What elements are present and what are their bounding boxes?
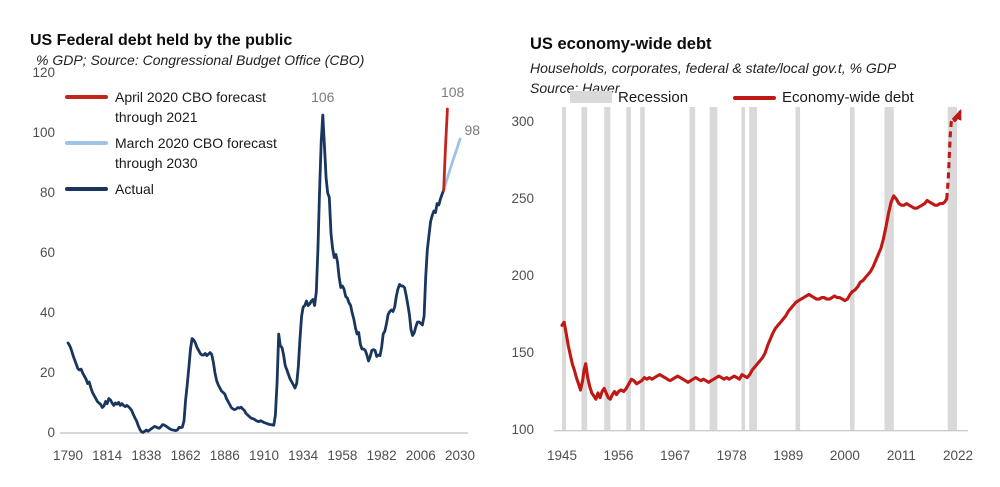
series-actual-line [66,113,446,434]
recession-band [749,107,757,431]
series-april-2020-forecast-line [442,107,449,192]
recession-band [741,107,746,431]
series-economy-debt-line [560,194,949,401]
legend-label-line1: March 2020 CBO forecast [115,135,277,151]
economy-debt-legend-label: Economy-wide debt [782,89,914,106]
recession-band [947,107,957,431]
right-chart-title: US economy-wide debt [530,34,712,53]
march-forecast-line-swatch [65,141,108,145]
recession-band-swatch [570,91,612,103]
left-chart-subtitle: % GDP; Source: Congressional Budget Offi… [36,52,365,68]
recession-legend-label: Recession [618,89,689,106]
legend-label-line1: Actual [115,181,154,197]
legend-label-line2: through 2021 [115,109,198,125]
recession-band [689,107,696,431]
april-forecast-line-swatch [65,95,108,99]
recession-band [604,107,611,431]
recession-band [562,107,567,431]
recession-band [581,107,588,431]
legend-label-line2: through 2030 [115,155,198,171]
recession-band [795,107,801,431]
recession-band [884,107,894,431]
recession-band [709,107,718,431]
legend-label-line1: April 2020 CBO forecast [115,89,266,105]
legend-item-actual: Actual [65,179,325,199]
recession-band [850,107,855,431]
left-chart-title: US Federal debt held by the public [30,32,293,50]
legend-item-march-forecast: March 2020 CBO forecast through 2030 [65,133,325,173]
right-chart-subtitle: Households, corporates, federal & state/… [530,60,897,76]
actual-line-swatch [65,187,108,191]
recession-band [640,107,645,431]
recession-band [626,107,631,431]
series-march-2020-forecast-line [442,137,462,192]
legend-item-april-forecast: April 2020 CBO forecast through 2021 [65,87,325,127]
economy-debt-line-swatch [733,96,776,100]
